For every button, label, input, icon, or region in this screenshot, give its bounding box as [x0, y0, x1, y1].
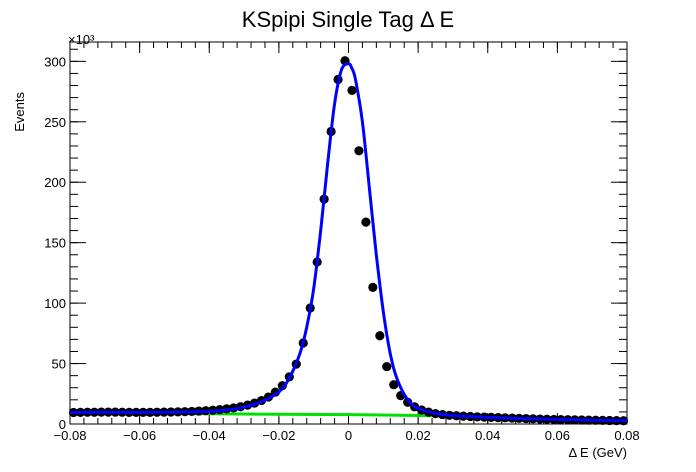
y-tick-label: 0: [59, 417, 66, 432]
y-tick-label: 50: [52, 357, 66, 372]
x-tick-label: −0.08: [54, 428, 87, 443]
data-point: [361, 217, 371, 227]
y-tick-label: 100: [44, 296, 66, 311]
plot-border: [69, 41, 628, 425]
fit-curve: [69, 62, 628, 423]
y-tick-label: 150: [44, 236, 66, 251]
data-points: [68, 56, 629, 426]
x-tick-label: 0.04: [475, 428, 500, 443]
y-tick-label: 200: [44, 175, 66, 190]
x-tick-label: −0.06: [123, 428, 156, 443]
chart-title: KSpipi Single Tag Δ E: [242, 7, 454, 32]
x-tick-label: −0.04: [193, 428, 226, 443]
plot-frame: [69, 41, 628, 425]
x-axis-label: Δ E (GeV): [568, 445, 627, 460]
x-tick-label: 0.02: [405, 428, 430, 443]
fit-line: [69, 62, 628, 423]
y-tick-label: 250: [44, 115, 66, 130]
x-tick-label: 0.08: [614, 428, 639, 443]
y-tick-label: 300: [44, 54, 66, 69]
y-multiplier-label: ×10³: [68, 32, 95, 47]
data-point: [389, 380, 399, 390]
data-point: [347, 85, 357, 95]
data-point: [375, 331, 385, 341]
x-tick-label: 0.06: [545, 428, 570, 443]
y-axis-label: Events: [12, 92, 27, 132]
x-axis-ticks: −0.08 −0.06 −0.04 −0.02 0 0.02 0.04 0.06 0.08: [54, 42, 640, 443]
x-tick-label: 0: [345, 428, 352, 443]
data-point: [354, 146, 364, 156]
x-tick-label: −0.02: [262, 428, 295, 443]
data-point: [368, 282, 378, 292]
data-point: [382, 361, 392, 372]
